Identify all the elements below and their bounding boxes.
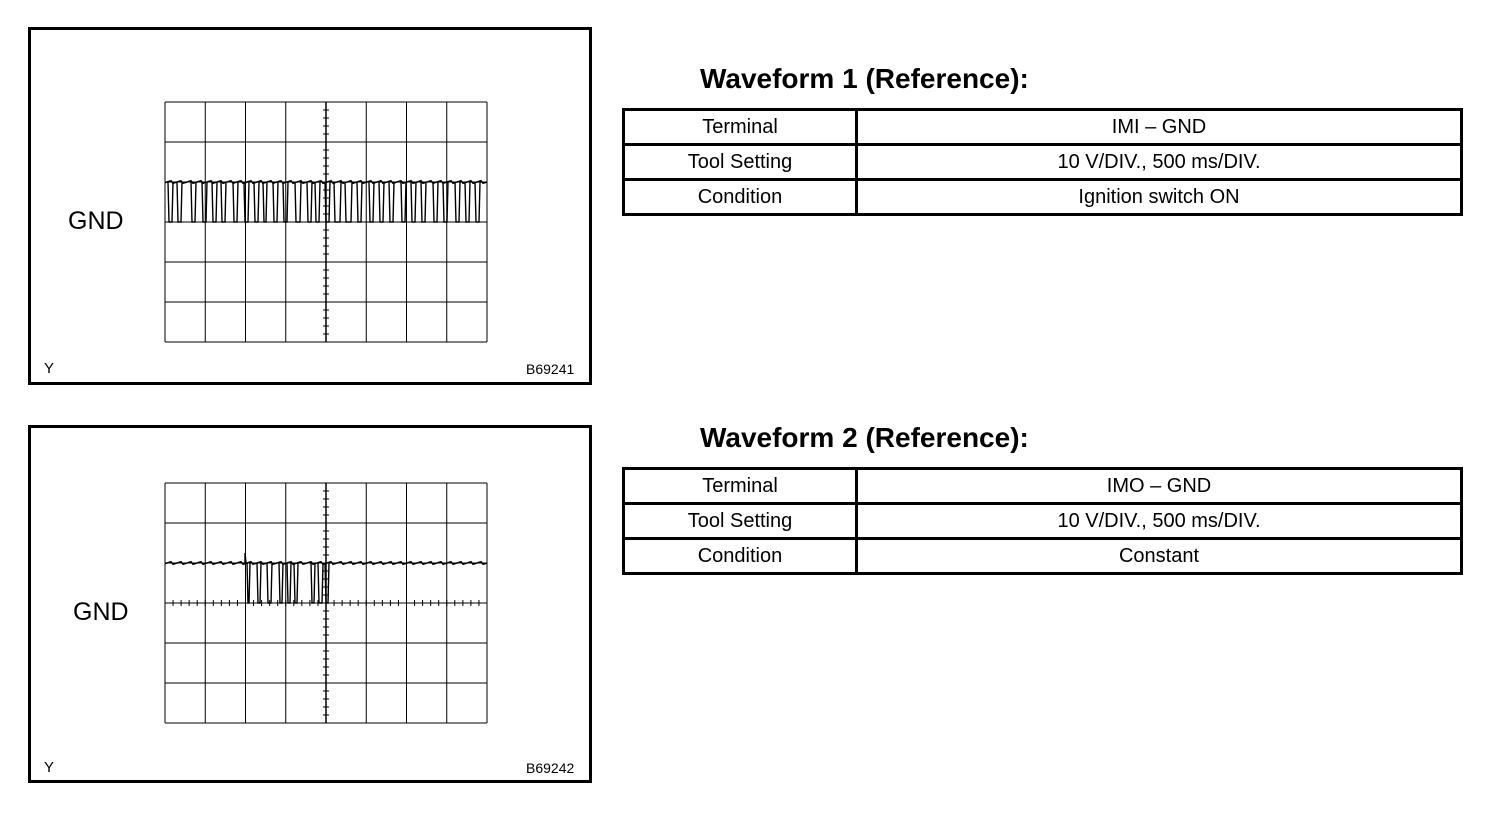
table-row: Tool Setting 10 V/DIV., 500 ms/DIV. xyxy=(622,143,1463,181)
figure-code: B69241 xyxy=(526,361,575,377)
table-row: Terminal IMO – GND xyxy=(622,467,1463,505)
scope-panel-2: GND Y B69242 xyxy=(28,425,592,783)
row-label: Condition xyxy=(622,178,858,216)
row-value: 10 V/DIV., 500 ms/DIV. xyxy=(855,143,1463,181)
table-row: Tool Setting 10 V/DIV., 500 ms/DIV. xyxy=(622,502,1463,540)
signal-trace xyxy=(164,560,488,566)
table-row: Condition Ignition switch ON xyxy=(622,178,1463,216)
row-value: Ignition switch ON xyxy=(855,178,1463,216)
waveform-title-1: Waveform 1 (Reference): xyxy=(700,63,1029,94)
table-row: Terminal IMI – GND xyxy=(622,108,1463,146)
table-row: Condition Constant xyxy=(622,537,1463,575)
scope-screen-2 xyxy=(164,482,488,724)
spec-table-2: Terminal IMO – GND Tool Setting 10 V/DIV… xyxy=(622,467,1463,575)
figure-code: B69242 xyxy=(526,760,575,776)
row-label: Tool Setting xyxy=(622,502,858,540)
signal-pulses xyxy=(167,181,481,223)
corner-label: Y xyxy=(44,759,55,776)
row-value: IMO – GND xyxy=(855,467,1463,505)
spec-table-1: Terminal IMI – GND Tool Setting 10 V/DIV… xyxy=(622,108,1463,216)
row-value: IMI – GND xyxy=(855,108,1463,146)
waveform-title-2: Waveform 2 (Reference): xyxy=(700,422,1029,453)
row-label: Condition xyxy=(622,537,858,575)
row-label: Terminal xyxy=(622,108,858,146)
scope-screen-1 xyxy=(164,101,488,343)
scope-panel-1: GND Y B69241 xyxy=(28,27,592,385)
row-label: Tool Setting xyxy=(622,143,858,181)
signal-pulses xyxy=(244,552,330,604)
row-value: Constant xyxy=(855,537,1463,575)
row-label: Terminal xyxy=(622,467,858,505)
row-value: 10 V/DIV., 500 ms/DIV. xyxy=(855,502,1463,540)
corner-label: Y xyxy=(44,360,55,377)
gnd-label: GND xyxy=(73,598,129,626)
gnd-label: GND xyxy=(68,207,124,235)
